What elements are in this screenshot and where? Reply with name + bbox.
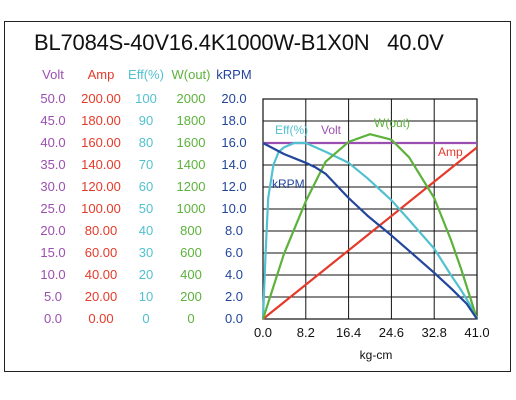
wout-axis-label: W(out) [171, 67, 211, 82]
volt-axis-label: Volt [42, 67, 64, 82]
wout-tick-label: 800 [180, 223, 202, 238]
volt-tick-label: 50.0 [40, 91, 66, 106]
wout-tick-label: 200 [180, 289, 202, 304]
volt-tick-label: 40.0 [40, 135, 66, 150]
wout-tick-column: 2000 1800 1600 1400 1200 1000 800 600 400 200 0 [168, 90, 214, 332]
amp-tick-label: 20.00 [84, 289, 118, 304]
x-tick-label: 8.2 [297, 325, 315, 340]
x-tick-label: 32.8 [422, 325, 447, 340]
krpm-tick-column: 20.0 18.0 16.0 14.0 12.0 10.0 8.0 6.0 4.0 2.0 0.0 [214, 90, 254, 332]
eff-tick-label: 80 [138, 135, 154, 150]
wout-tick-label: 1200 [176, 179, 206, 194]
krpm-tick-label: 12.0 [221, 179, 247, 194]
krpm-tick-label: 18.0 [221, 113, 247, 128]
amp-tick-label: 100.00 [81, 201, 121, 216]
amp-tick-label: 120.00 [81, 179, 121, 194]
krpm-tick-label: 6.0 [224, 245, 244, 260]
eff-tick-label: 50 [138, 201, 154, 216]
amp-tick-label: 160.00 [81, 135, 121, 150]
eff-tick-label: 60 [138, 179, 154, 194]
series-label-amp: Amp [438, 145, 463, 159]
chart-frame [4, 21, 511, 372]
amp-tick-label: 140.00 [81, 157, 121, 172]
amp-axis-label: Amp [87, 67, 115, 82]
series-line-eff [261, 141, 478, 320]
eff-tick-label: 40 [138, 223, 154, 238]
volt-tick-label: 45.0 [40, 113, 66, 128]
wout-tick-label: 1000 [176, 201, 206, 216]
volt-tick-label: 0.0 [43, 311, 63, 326]
volt-tick-label: 35.0 [40, 157, 66, 172]
x-axis-label: kg-cm [360, 348, 393, 362]
eff-tick-label: 0 [142, 311, 150, 326]
volt-tick-column: 50.0 45.0 40.0 35.0 30.0 25.0 20.0 15.0 10.0 5.0 0… [36, 90, 70, 332]
amp-tick-label: 40.00 [84, 267, 118, 282]
series-line-wout [261, 133, 479, 320]
volt-tick-label: 25.0 [40, 201, 66, 216]
amp-tick-label: 60.00 [84, 245, 118, 260]
amp-tick-label: 80.00 [84, 223, 118, 238]
krpm-tick-label: 16.0 [221, 135, 247, 150]
eff-axis-label: Eff(%) [128, 67, 164, 82]
krpm-tick-label: 0.0 [224, 311, 244, 326]
series-label-eff: Eff(%) [275, 123, 308, 137]
amp-tick-label: 200.00 [81, 91, 121, 106]
x-tick-label: 41.0 [464, 325, 489, 340]
amp-tick-label: 180.00 [81, 113, 121, 128]
x-tick-label: 0.0 [254, 325, 272, 340]
eff-tick-column: 100 90 80 70 60 50 40 30 20 10 0 [124, 90, 168, 332]
wout-tick-label: 1400 [176, 157, 206, 172]
eff-tick-label: 70 [138, 157, 154, 172]
x-tick-label: 24.6 [379, 325, 404, 340]
krpm-tick-label: 20.0 [221, 91, 247, 106]
amp-tick-column: 200.00 180.00 160.00 140.00 120.00 100.00 80.0… [78, 90, 124, 332]
volt-tick-label: 10.0 [40, 267, 66, 282]
krpm-tick-label: 2.0 [224, 289, 244, 304]
volt-tick-label: 5.0 [43, 289, 63, 304]
plot-border [262, 98, 478, 320]
volt-tick-label: 20.0 [40, 223, 66, 238]
eff-tick-label: 30 [138, 245, 154, 260]
krpm-axis-label: kRPM [216, 67, 252, 82]
series-label-wout: W(out) [374, 116, 410, 130]
series-line-amp [262, 146, 478, 320]
eff-tick-label: 100 [135, 91, 157, 106]
x-tick-label: 16.4 [336, 325, 361, 340]
wout-tick-label: 400 [180, 267, 202, 282]
amp-tick-label: 0.00 [88, 311, 114, 326]
series-label-krpm: kRPM [272, 177, 305, 191]
krpm-tick-label: 8.0 [224, 223, 244, 238]
krpm-tick-label: 4.0 [224, 267, 244, 282]
krpm-tick-label: 10.0 [221, 201, 247, 216]
eff-tick-label: 20 [138, 267, 154, 282]
eff-tick-label: 90 [138, 113, 154, 128]
wout-tick-label: 600 [180, 245, 202, 260]
wout-tick-label: 0 [187, 311, 195, 326]
volt-tick-label: 15.0 [40, 245, 66, 260]
krpm-tick-label: 14.0 [221, 157, 247, 172]
eff-tick-label: 10 [138, 289, 154, 304]
volt-tick-label: 30.0 [40, 179, 66, 194]
chart-title: BL7084S-40V16.4K1000W-B1X0N 40.0V [34, 30, 444, 55]
wout-tick-label: 1600 [176, 135, 206, 150]
wout-tick-label: 2000 [176, 91, 206, 106]
series-line-krpm [262, 142, 478, 320]
series-label-volt: Volt [321, 123, 342, 137]
wout-tick-label: 1800 [176, 113, 206, 128]
